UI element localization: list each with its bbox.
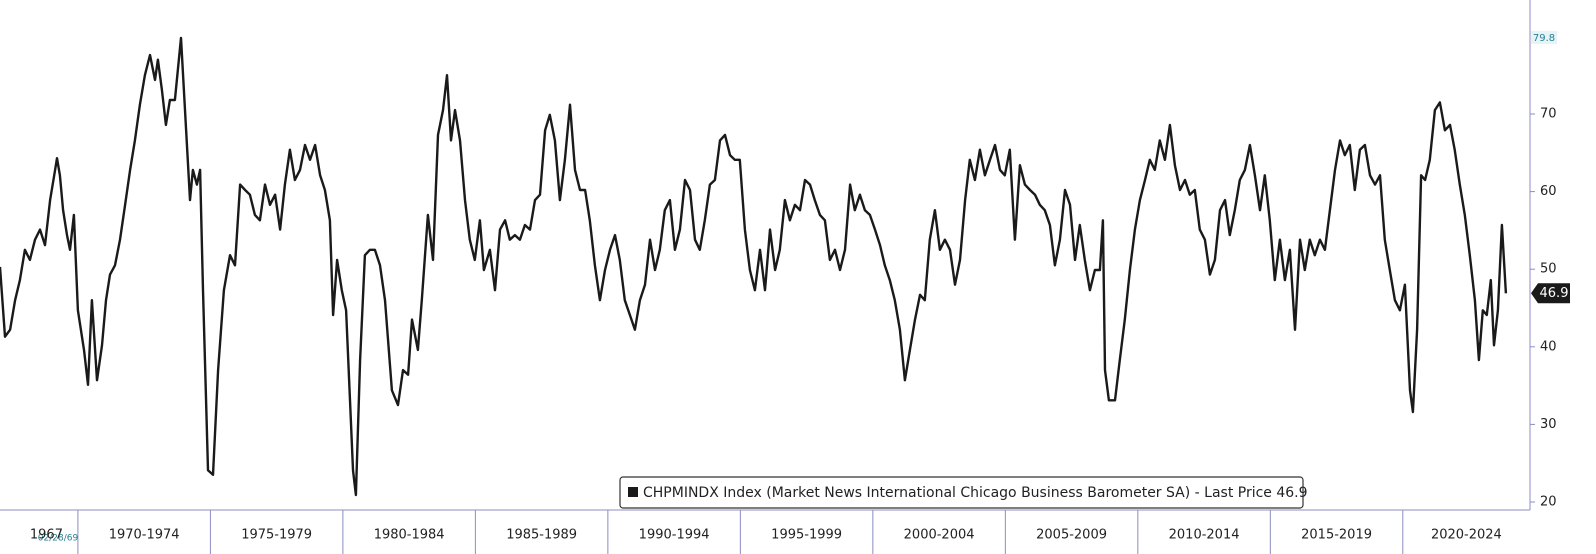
x-period-label: 2000-2004 (904, 528, 975, 543)
y-tick-label: 40 (1540, 339, 1557, 354)
x-period-label: 1975-1979 (241, 528, 312, 543)
x-period-label: 2020-2024 (1431, 528, 1502, 543)
x-period-label: 1980-1984 (374, 528, 445, 543)
last-price-label: 46.9 (1540, 286, 1569, 301)
y-tick-label: 50 (1540, 262, 1557, 277)
y-tick-label: 70 (1540, 106, 1557, 121)
x-period-label: 2005-2009 (1036, 528, 1107, 543)
data-line (0, 36, 1508, 497)
x-period-label: 1985-1989 (506, 528, 577, 543)
x-period-label: 1970-1974 (109, 528, 180, 543)
x-period-label: 1990-1994 (639, 528, 710, 543)
max-tag-box (1531, 30, 1557, 44)
y-tick-label: 60 (1540, 184, 1557, 199)
x-period-label: 1995-1999 (771, 528, 842, 543)
legend-text: CHPMINDX Index (Market News Internationa… (643, 485, 1308, 501)
last-price-tag (1531, 283, 1570, 304)
x-period-label: 1967 (30, 528, 63, 543)
y-tick-label: 30 (1540, 417, 1557, 432)
y-tick-label: 20 (1540, 495, 1557, 510)
max-tag: 79.8 (1533, 33, 1555, 44)
x-period-label: 2015-2019 (1301, 528, 1372, 543)
legend-swatch (628, 487, 638, 497)
x-period-label: 2010-2014 (1169, 528, 1240, 543)
legend: CHPMINDX Index (Market News Internationa… (619, 476, 1308, 509)
legend-box (619, 476, 1304, 509)
cursor-date: 02/28/69 (38, 534, 79, 544)
